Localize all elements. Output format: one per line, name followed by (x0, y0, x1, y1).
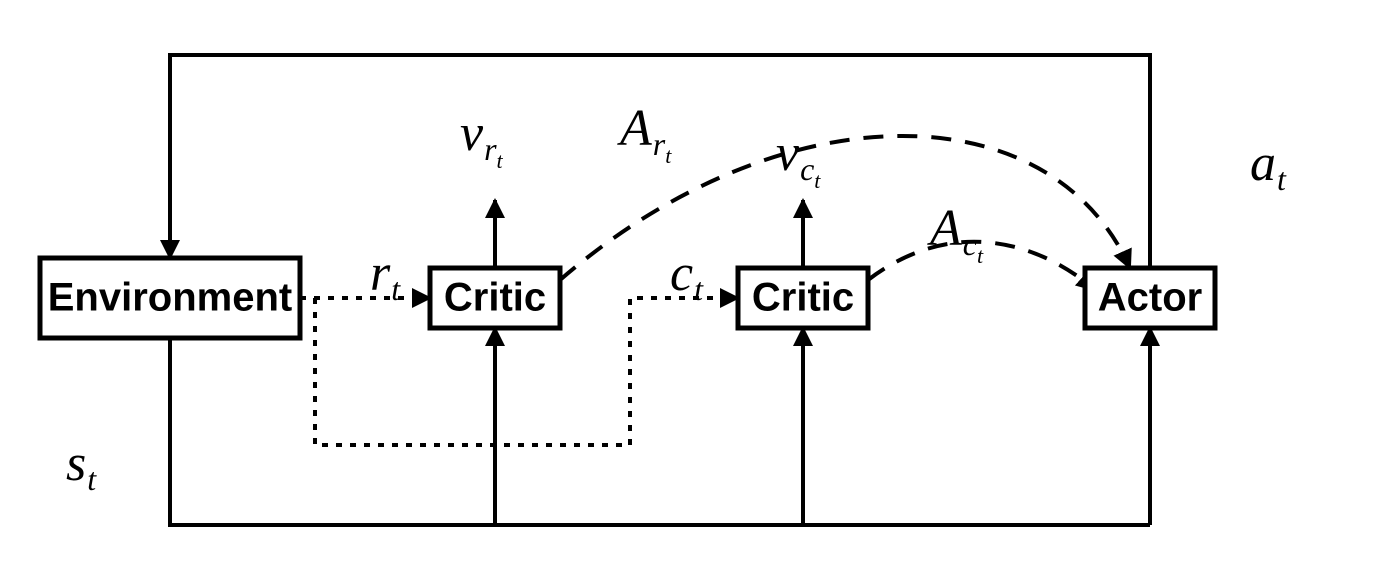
label-r_t: rt (370, 245, 401, 307)
label-a_t: at (1250, 135, 1287, 197)
node-label-critic1: Critic (444, 276, 546, 320)
label-v_ct: vct (776, 125, 821, 193)
label-s_t: st (66, 435, 97, 497)
label-A_ct: Act (927, 200, 984, 268)
label-c_t: ct (670, 245, 704, 307)
node-label-critic2: Critic (752, 276, 854, 320)
node-label-environment: Environment (48, 276, 292, 320)
edge-state_bottom (170, 338, 1150, 525)
label-A_rt: Art (617, 100, 672, 168)
node-label-actor: Actor (1098, 276, 1202, 320)
nodes-group: Environment Critic Critic Actor (40, 258, 1215, 338)
label-v_rt: vrt (460, 105, 504, 173)
